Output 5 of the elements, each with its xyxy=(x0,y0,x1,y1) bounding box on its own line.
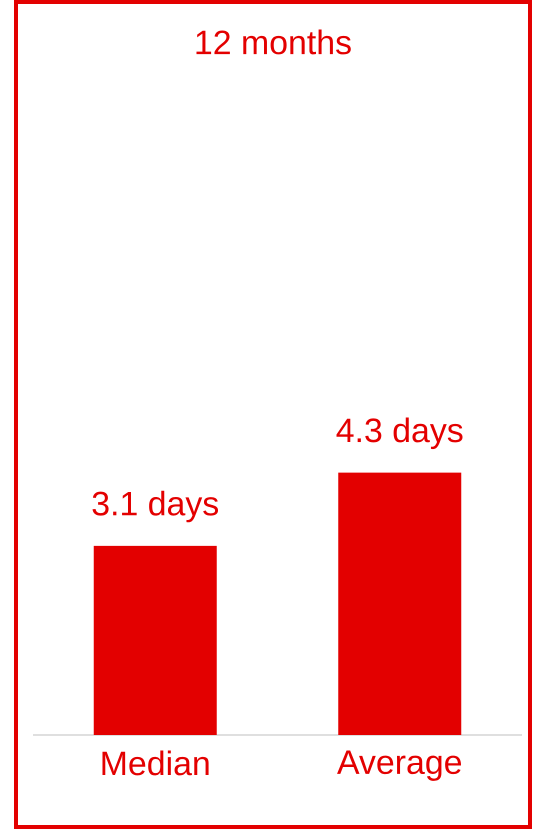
data-label: 4.3 days xyxy=(336,418,463,450)
x-tick-label: Median xyxy=(102,750,209,776)
chart-title: 12 months xyxy=(196,30,351,54)
data-label: 3.1 days xyxy=(92,490,218,522)
x-tick-label: Average xyxy=(337,750,461,781)
